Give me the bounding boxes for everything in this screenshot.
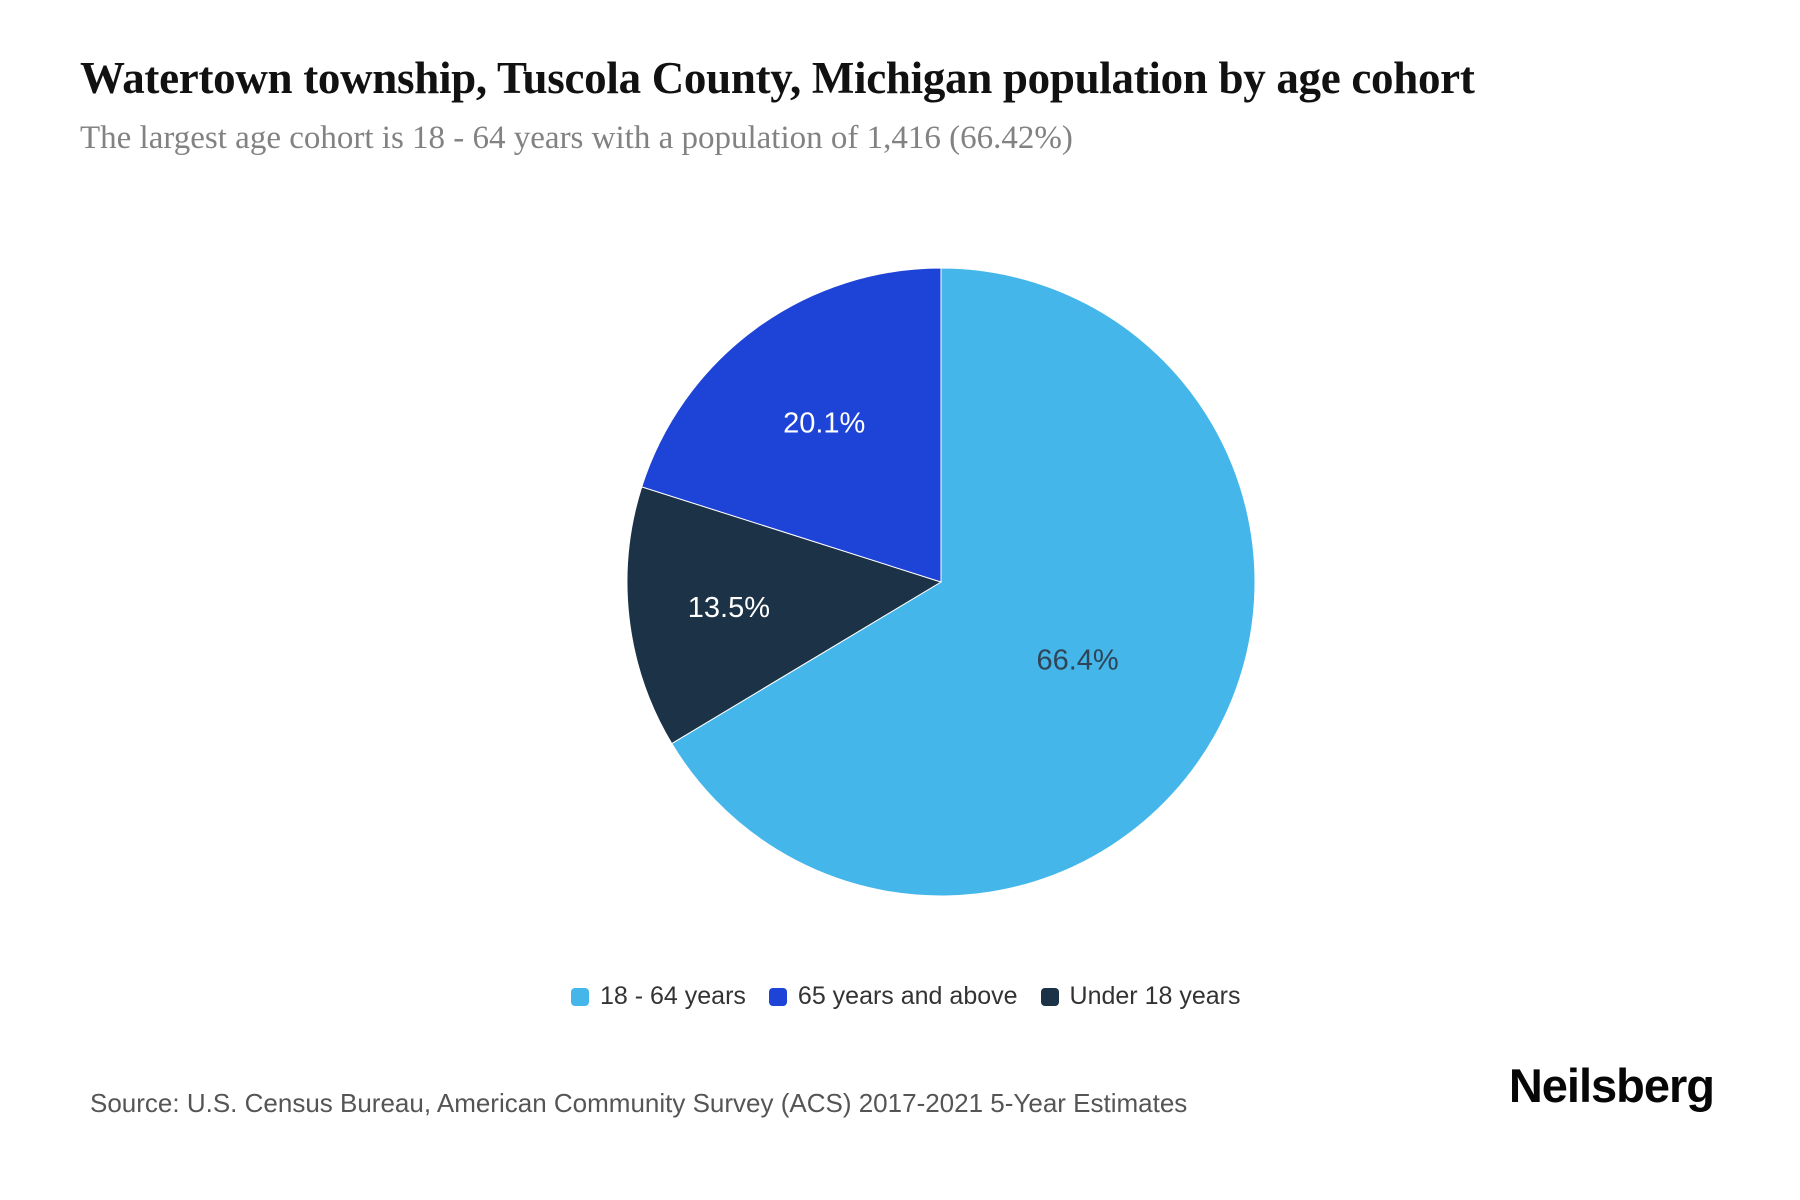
pie-slice-65-years-and-above[interactable] — [641, 267, 942, 583]
pie-slice-18-64-years[interactable] — [671, 267, 1256, 897]
source-note: Source: U.S. Census Bureau, American Com… — [90, 1088, 1188, 1118]
chart-legend: 18 - 64 years 65 years and above Under 18 … — [571, 982, 1240, 1011]
legend-swatch-icon — [768, 987, 787, 1006]
legend-item-65-years-and-above[interactable]: 65 years and above — [768, 982, 1018, 1011]
legend-item-under-18-years[interactable]: Under 18 years — [1040, 982, 1241, 1011]
page-title: Watertown township, Tuscola County, Mich… — [80, 53, 1475, 103]
legend-label: Under 18 years — [1069, 982, 1241, 1010]
legend-item-18-64-years[interactable]: 18 - 64 years — [571, 982, 746, 1011]
legend-label: 18 - 64 years — [600, 982, 746, 1010]
legend-swatch-icon — [1040, 987, 1059, 1006]
chart-subtitle: The largest age cohort is 18 - 64 years … — [80, 120, 1073, 156]
legend-swatch-icon — [571, 987, 589, 1006]
pie-slice-label-under-18-years: 13.5% — [688, 592, 770, 624]
pie-slice-under-18-years[interactable] — [626, 486, 943, 745]
pie-slice-label-65-years-and-above: 20.1% — [783, 407, 865, 439]
pie-slice-label-18-64-years: 66.4% — [1036, 645, 1118, 677]
brand-logo: Neilsberg — [1508, 1059, 1715, 1112]
legend-label: 65 years and above — [797, 982, 1018, 1010]
